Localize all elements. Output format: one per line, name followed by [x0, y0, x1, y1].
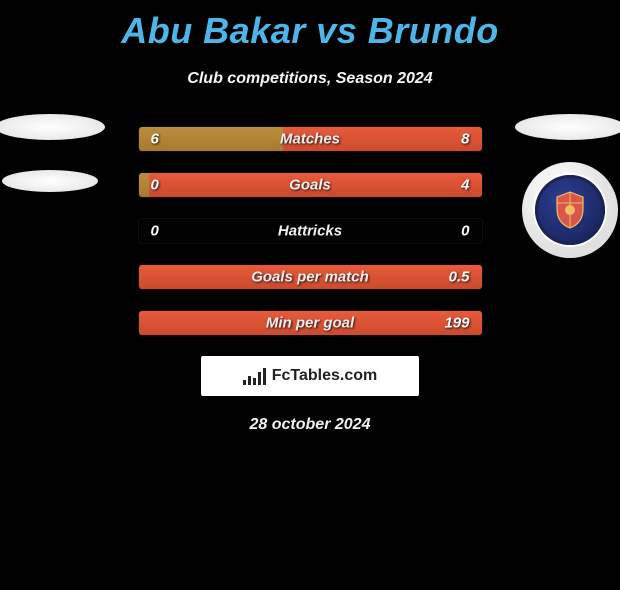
bar-left-value: 0	[151, 177, 159, 194]
bar-label: Min per goal	[266, 315, 354, 332]
bar-left-fill	[139, 173, 149, 197]
bar-right-value: 8	[461, 131, 469, 148]
stat-row: 0 4 Goals	[138, 172, 483, 198]
bar-left-fill	[139, 127, 283, 151]
bar-chart-icon	[243, 367, 266, 385]
page-subtitle: Club competitions, Season 2024	[0, 70, 620, 88]
bar-label: Matches	[280, 131, 340, 148]
bar-right-value: 0	[461, 223, 469, 240]
stat-row: 199 Min per goal	[138, 310, 483, 336]
club-crest-icon	[522, 162, 618, 258]
stat-bars: 6 8 Matches 0 4 Goals 0 0 Hattricks 0.5 Goals per …	[138, 126, 483, 336]
brand-text: FcTables.com	[272, 367, 378, 385]
bar-label: Hattricks	[278, 223, 342, 240]
shield-icon	[549, 189, 591, 231]
ellipse-icon	[515, 114, 620, 140]
stat-row: 6 8 Matches	[138, 126, 483, 152]
page-title: Abu Bakar vs Brundo	[0, 10, 620, 52]
bar-right-value: 4	[461, 177, 469, 194]
footer-date: 28 october 2024	[0, 416, 620, 434]
bar-label: Goals per match	[251, 269, 369, 286]
left-player-badges	[0, 114, 110, 192]
bar-right-value: 199	[444, 315, 469, 332]
stat-row: 0 0 Hattricks	[138, 218, 483, 244]
stat-row: 0.5 Goals per match	[138, 264, 483, 290]
bar-left-value: 6	[151, 131, 159, 148]
right-player-badges	[510, 114, 620, 258]
bar-left-value: 0	[151, 223, 159, 240]
ellipse-icon	[0, 114, 105, 140]
ellipse-icon	[2, 170, 98, 192]
brand-footer: FcTables.com	[201, 356, 419, 396]
crest-inner-icon	[535, 175, 605, 245]
bar-label: Goals	[289, 177, 331, 194]
bar-right-value: 0.5	[449, 269, 470, 286]
comparison-content: 6 8 Matches 0 4 Goals 0 0 Hattricks 0.5 Goals per …	[0, 126, 620, 434]
